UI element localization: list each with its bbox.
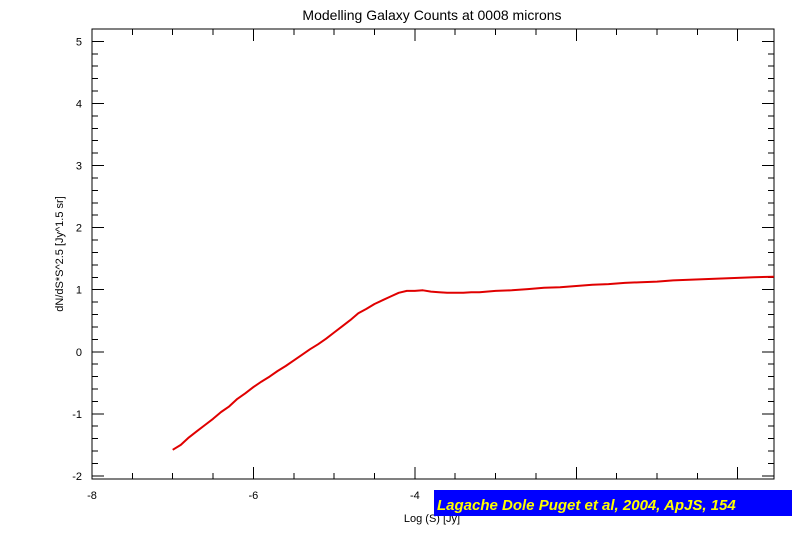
plot-frame [91, 28, 775, 480]
credit-text: Lagache Dole Puget et al, 2004, ApJS, 15… [437, 497, 736, 514]
y-tick-label: -2 [72, 471, 82, 483]
y-axis-ticks: -2 -1 0 1 2 3 4 5 [72, 28, 774, 483]
x-tick-label: -6 [249, 490, 259, 502]
y-tick-label: 2 [76, 223, 82, 235]
y-axis-label: dN/dS*S^2.5 [Jy^1.5 sr] [54, 196, 66, 311]
plot-border [91, 28, 775, 480]
y-tick-label: -1 [72, 409, 82, 421]
y-tick-label: 5 [76, 36, 82, 48]
series-line [172, 275, 775, 451]
chart-title: Modelling Galaxy Counts at 0008 microns [302, 7, 561, 23]
x-axis-ticks: -8-6-4-20 [87, 29, 741, 502]
x-tick-label: -4 [410, 490, 420, 502]
y-tick-label: 4 [76, 98, 82, 110]
y-tick-label: 0 [76, 347, 82, 359]
credit-box [434, 490, 792, 516]
x-tick-label: -8 [87, 490, 97, 502]
series-layer [172, 275, 775, 451]
y-tick-label: 1 [76, 285, 82, 297]
y-tick-label: 3 [76, 161, 82, 173]
